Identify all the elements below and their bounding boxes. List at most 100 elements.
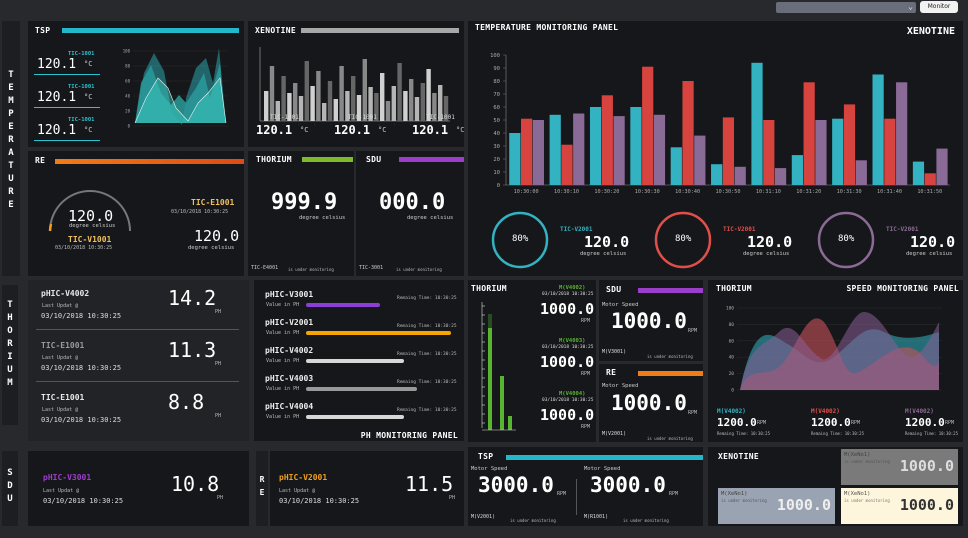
thorium-rpm-value: 1000.0	[540, 300, 595, 318]
re-rpm-title: RE	[606, 368, 617, 377]
ph-bar-label: Value in PH	[266, 302, 300, 308]
temperature-bar	[561, 144, 573, 185]
tsp-item-name: TIC-1001	[68, 117, 95, 123]
xenotine-bar	[374, 93, 379, 121]
re-ph-value: 11.5	[405, 472, 454, 496]
xenotine-bar	[385, 101, 391, 121]
temperature-gauge-name: TIC-V2001	[886, 226, 919, 233]
ph-bar-name: pHIC-V4004	[265, 402, 314, 411]
ph-bar-name: pHIC-V2001	[265, 318, 314, 327]
temperature-y-tick: 10	[493, 170, 500, 176]
xenotine-item-value: 120.1	[412, 123, 449, 137]
thorium-value: 999.9	[271, 190, 338, 215]
re-panel: RE 120.0 degree celsius TIC-V1001 03/10/…	[28, 151, 244, 276]
thorium-title-bar	[302, 157, 353, 162]
temperature-x-tick: 10:30:10	[554, 189, 579, 195]
temperature-y-tick: 40	[493, 131, 500, 137]
gauge-ring-circle	[654, 211, 712, 269]
speed-item-unit: RPM	[757, 420, 767, 426]
re-ph-name: pHIC-V2001	[279, 473, 328, 482]
xenotine-bar	[380, 73, 385, 121]
xenotine-tile[interactable]: M(XeNo1) is under monitoring 1000.0	[841, 449, 958, 485]
temperature-y-tick: 80	[493, 79, 500, 85]
speed-item-time: Remaing Time: 10:30:25	[811, 431, 864, 436]
xenotine-tick: ·	[330, 122, 332, 125]
tsp-motor-right-unit: RPM	[669, 491, 679, 497]
tsp-motor-left-label: Motor Speed	[471, 466, 508, 472]
sdu-unit: degree celsius	[407, 215, 454, 221]
xenotine-tile-value: 1000.0	[899, 457, 954, 475]
tsp-motor-bar	[506, 455, 703, 460]
sdu-rpm-label: Motor Speed	[602, 302, 639, 308]
xenotine-bar	[391, 86, 396, 121]
temperature-x-tick: 10:31:30	[837, 189, 862, 195]
ph-monitoring-panel: PH MONITORING PANEL pHIC-V3001 Remaing Ti…	[254, 280, 464, 441]
xenotine-tick: ·	[282, 122, 284, 125]
temperature-bar	[896, 82, 908, 185]
speed-axis-tick: 60	[729, 338, 735, 344]
temperature-gauge-name: TIC-V2001	[723, 226, 756, 233]
sdu-rpm-name: M(V3001)	[602, 349, 627, 355]
sdu-rpm-panel: SDU Motor Speed 1000.0 RPM M(V3001) is u…	[599, 280, 703, 361]
thorium-level-bar-2	[500, 376, 504, 430]
ph-bar-label: Value in PH	[266, 358, 300, 364]
temperature-y-tick: 50	[493, 118, 500, 124]
sdu-rpm-status: is under monitoring	[647, 354, 693, 359]
temperature-x-tick: 10:31:50	[917, 189, 942, 195]
tsp-title-bar	[62, 28, 239, 33]
thorium-rpm-name: M(V4002)	[559, 285, 586, 291]
top-dropdown[interactable]: ⌄	[776, 2, 916, 13]
tsp-item-underline	[34, 107, 100, 108]
xenotine-bar	[362, 59, 367, 121]
speed-axis-tick: 100	[726, 306, 734, 312]
thorium-rpm-time: 03/10/2018 10:30:25	[542, 345, 594, 350]
re-gauge-unit: degree celsius	[69, 223, 116, 229]
sdu-title: SDU	[366, 155, 382, 164]
temperature-gauge-unit: degree celsius	[580, 251, 627, 257]
temperature-y-tick: 90	[493, 66, 500, 72]
xenotine-tile-name: M(XeNo1)	[721, 491, 748, 497]
xenotine-item-name: TIC-1001	[426, 114, 455, 121]
re-rpm-label: Motor Speed	[602, 383, 639, 389]
temperature-gauge-value: 120.0	[910, 233, 956, 251]
xenotine-bar	[414, 97, 420, 121]
temperature-bar	[803, 82, 815, 185]
temperature-bar	[722, 117, 735, 185]
side-sdu-label: S D U	[7, 468, 13, 504]
speed-panel: THORIUM SPEED MONITORING PANEL 100 80 60 40…	[708, 280, 963, 442]
tsp-motor-divider	[576, 479, 577, 515]
xenotine-bar-chart: · · · · · · · · · · · ·	[259, 47, 450, 125]
re-rpm-name: M(V2001)	[602, 431, 627, 437]
xenotine-tile[interactable]: M(XeNo1) is under monitoring 1000.0	[841, 488, 958, 524]
xenotine-bar	[293, 83, 298, 121]
gauge-ring-circle	[491, 211, 549, 269]
re-rpm-panel: RE Motor Speed 1000.0 RPM M(V2001) is un…	[599, 364, 703, 442]
re-side-box: R E	[256, 451, 268, 526]
monitor-button[interactable]: Monitor	[920, 1, 958, 13]
ph-item-unit: PH	[215, 309, 222, 315]
ph-item-time: 03/10/2018 10:30:25	[41, 416, 122, 424]
xenotine-bar	[316, 71, 321, 121]
ph-divider	[36, 329, 239, 330]
tsp-item-name: TIC-1001	[68, 84, 95, 90]
speed-item-unit: RPM	[851, 420, 861, 426]
temperature-panel: TEMPERATURE MONITORING PANEL XENOTINE 0 1…	[468, 21, 963, 276]
ph-item-value: 8.8	[168, 390, 205, 414]
temperature-bar	[791, 155, 803, 185]
temperature-bar	[774, 168, 787, 185]
tsp-motor-right-status: is under monitoring	[623, 518, 669, 523]
speed-axis-tick: 0	[731, 388, 734, 394]
thorium-level-chart	[481, 302, 516, 431]
temperature-bar	[589, 107, 602, 185]
sdu-ph-panel: pHIC-V3001 Last Updat @ 03/10/2018 10:30…	[28, 451, 249, 526]
xenotine-tile[interactable]: M(XeNo1) is under monitoring 1000.0	[718, 488, 835, 524]
speed-item-unit: RPM	[945, 420, 955, 426]
thorium-level-bar-3	[508, 416, 512, 430]
temperature-bar	[682, 81, 694, 185]
thorium-unit: degree celsius	[299, 215, 346, 221]
temperature-bar	[855, 160, 867, 185]
speed-item-value: 1200.0	[811, 416, 851, 429]
xenotine-tick: ·	[298, 122, 300, 125]
tsp-item-unit: °C	[84, 60, 93, 68]
tsp-axis-tick: 40	[125, 94, 130, 99]
